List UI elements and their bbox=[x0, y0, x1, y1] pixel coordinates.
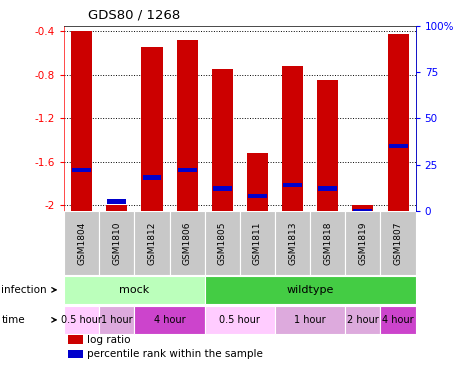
Bar bbox=[142, 175, 162, 180]
Text: percentile rank within the sample: percentile rank within the sample bbox=[87, 349, 263, 359]
Bar bbox=[107, 199, 126, 204]
Text: log ratio: log ratio bbox=[87, 335, 131, 345]
Bar bbox=[310, 211, 345, 275]
Bar bbox=[212, 69, 233, 211]
Bar bbox=[240, 211, 275, 275]
Bar bbox=[248, 194, 267, 198]
Bar bbox=[71, 31, 92, 211]
Text: 4 hour: 4 hour bbox=[382, 315, 414, 325]
Bar bbox=[275, 211, 310, 275]
Text: GSM1810: GSM1810 bbox=[113, 221, 121, 265]
Bar bbox=[72, 168, 91, 172]
Bar bbox=[134, 211, 170, 275]
Bar bbox=[275, 306, 345, 334]
Bar bbox=[205, 276, 416, 304]
Text: GSM1813: GSM1813 bbox=[288, 221, 297, 265]
Bar bbox=[99, 306, 134, 334]
Text: GSM1804: GSM1804 bbox=[77, 221, 86, 265]
Bar bbox=[380, 306, 416, 334]
Text: time: time bbox=[1, 315, 25, 325]
Text: 4 hour: 4 hour bbox=[154, 315, 185, 325]
Text: wildtype: wildtype bbox=[286, 285, 334, 295]
Bar bbox=[213, 186, 232, 191]
Text: GDS80 / 1268: GDS80 / 1268 bbox=[88, 9, 180, 22]
Bar bbox=[64, 276, 205, 304]
Text: 1 hour: 1 hour bbox=[294, 315, 326, 325]
Bar bbox=[67, 335, 84, 344]
Bar bbox=[247, 153, 268, 211]
Text: GSM1807: GSM1807 bbox=[394, 221, 402, 265]
Bar bbox=[205, 306, 275, 334]
Text: GSM1806: GSM1806 bbox=[183, 221, 191, 265]
Bar bbox=[353, 209, 372, 213]
Bar bbox=[142, 48, 162, 211]
Bar bbox=[205, 211, 240, 275]
Bar bbox=[388, 34, 408, 211]
Bar bbox=[134, 306, 205, 334]
Bar bbox=[317, 80, 338, 211]
Bar bbox=[170, 211, 205, 275]
Bar bbox=[352, 205, 373, 211]
Text: GSM1805: GSM1805 bbox=[218, 221, 227, 265]
Bar bbox=[178, 168, 197, 172]
Text: 0.5 hour: 0.5 hour bbox=[219, 315, 260, 325]
Bar bbox=[380, 211, 416, 275]
Bar bbox=[99, 211, 134, 275]
Bar bbox=[318, 186, 337, 191]
Bar bbox=[177, 40, 198, 211]
Bar bbox=[345, 306, 380, 334]
Text: infection: infection bbox=[1, 285, 47, 295]
Bar bbox=[389, 144, 408, 148]
Text: 2 hour: 2 hour bbox=[347, 315, 379, 325]
Text: GSM1811: GSM1811 bbox=[253, 221, 262, 265]
Text: GSM1819: GSM1819 bbox=[359, 221, 367, 265]
Text: GSM1812: GSM1812 bbox=[148, 221, 156, 265]
Bar bbox=[67, 350, 84, 359]
Bar bbox=[283, 183, 302, 187]
Bar bbox=[64, 306, 99, 334]
Bar bbox=[282, 66, 303, 211]
Bar bbox=[106, 205, 127, 211]
Bar bbox=[64, 211, 99, 275]
Bar bbox=[345, 211, 380, 275]
Text: mock: mock bbox=[119, 285, 150, 295]
Text: 1 hour: 1 hour bbox=[101, 315, 133, 325]
Text: GSM1818: GSM1818 bbox=[323, 221, 332, 265]
Text: 0.5 hour: 0.5 hour bbox=[61, 315, 102, 325]
